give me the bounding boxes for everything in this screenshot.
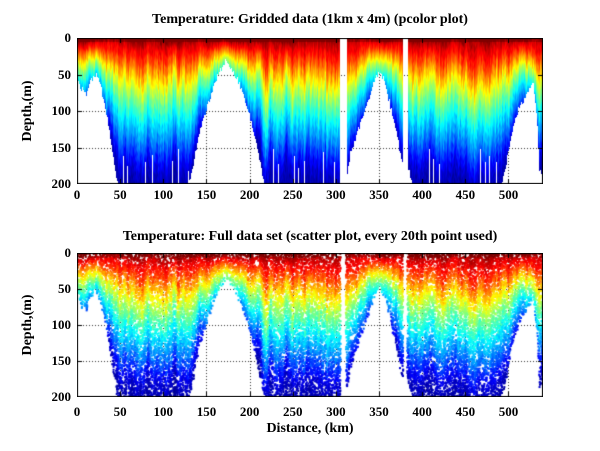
plot2-scatter-canvas — [77, 253, 543, 397]
plot2-title: Temperature: Full data set (scatter plot… — [122, 229, 498, 244]
x-tick-label: 100 — [153, 404, 174, 419]
y-tick-label: 200 — [51, 389, 72, 404]
y-tick-label: 150 — [51, 353, 72, 368]
x-tick-label: 350 — [369, 187, 389, 202]
x-tick-label: 300 — [326, 404, 346, 419]
x-tick-label: 400 — [412, 187, 432, 202]
x-tick-label: 0 — [73, 404, 81, 419]
y-tick-label: 0 — [64, 245, 72, 260]
x-tick-label: 150 — [196, 187, 217, 202]
y-tick-label: 0 — [64, 30, 72, 45]
x-tick-label: 450 — [455, 187, 476, 202]
x-tick-label: 250 — [282, 187, 303, 202]
y-tick-label: 50 — [58, 281, 71, 296]
x-tick-label: 0 — [73, 187, 81, 202]
x-tick-label: 400 — [412, 404, 432, 419]
x-tick-label: 200 — [239, 404, 260, 419]
y-tick-label: 100 — [51, 103, 72, 118]
x-tick-label: 50 — [113, 187, 127, 202]
x-tick-label: 300 — [326, 187, 346, 202]
x-tick-label: 500 — [498, 187, 519, 202]
plot1-pcolor-canvas — [77, 38, 543, 184]
x-tick-label: 200 — [239, 187, 260, 202]
x-tick-label: 100 — [153, 187, 174, 202]
y-tick-label: 100 — [51, 317, 72, 332]
y-tick-label: 200 — [51, 176, 72, 191]
x-tick-label: 350 — [369, 404, 389, 419]
x-tick-label: 500 — [498, 404, 519, 419]
y-tick-label: 150 — [51, 139, 72, 155]
plot2-x-axis-label: Distance, (km) — [266, 421, 354, 436]
x-tick-label: 450 — [455, 404, 476, 419]
x-tick-label: 150 — [196, 404, 217, 419]
x-tick-label: 50 — [113, 404, 127, 419]
y-tick-label: 50 — [58, 66, 71, 82]
plot1-title: Temperature: Gridded data (1km x 4m) (pc… — [152, 12, 468, 27]
x-tick-label: 250 — [282, 404, 303, 419]
